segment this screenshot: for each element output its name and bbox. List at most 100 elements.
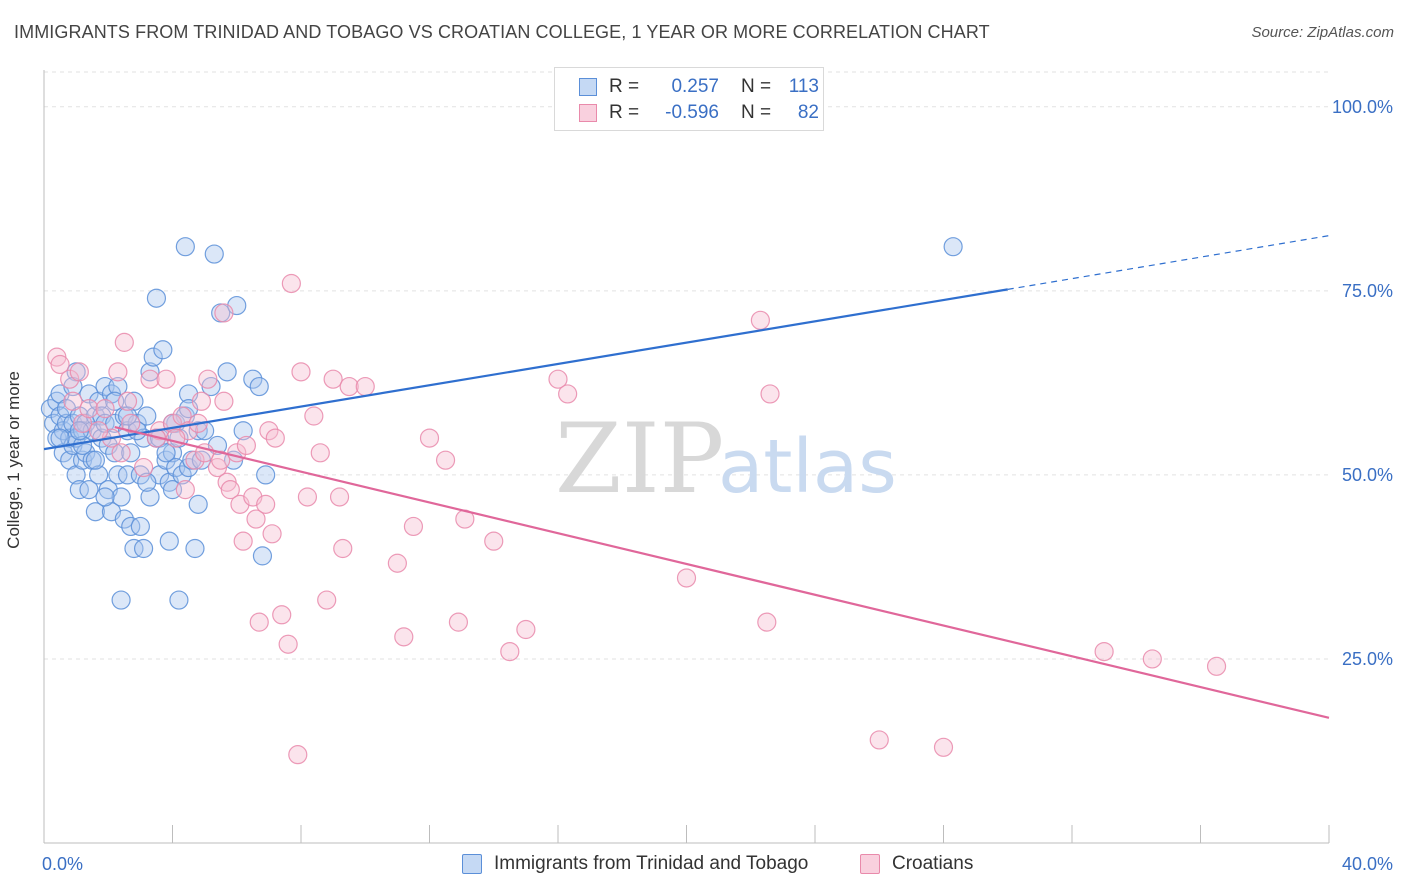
legend-r-label: R =	[609, 76, 640, 97]
point-croatian	[297, 487, 318, 507]
point-croatian	[933, 737, 954, 757]
point-trinidad	[943, 237, 963, 257]
series-name-pink: Croatians	[892, 853, 974, 874]
point-trinidad	[111, 487, 131, 507]
point-trinidad	[159, 531, 179, 551]
point-croatian	[69, 362, 89, 382]
legend-n-label: N =	[741, 76, 772, 97]
point-croatian	[95, 399, 115, 419]
y-axis-label: College, 1 year or more	[4, 371, 23, 549]
point-croatian	[233, 531, 253, 551]
point-croatian	[750, 310, 770, 330]
point-croatian	[256, 494, 276, 514]
point-trinidad	[140, 362, 160, 382]
point-croatian	[214, 303, 234, 323]
point-croatian	[760, 384, 780, 404]
point-trinidad	[40, 399, 61, 419]
point-trinidad	[89, 465, 109, 485]
point-croatian	[117, 391, 138, 411]
legend-r-value-blue: 0.257	[671, 76, 719, 97]
point-trinidad	[108, 376, 128, 397]
axis-layer	[43, 70, 1330, 844]
trend-line-croatian	[114, 425, 1330, 719]
point-trinidad	[114, 509, 134, 529]
legend-r-value-pink: -0.596	[665, 102, 719, 123]
point-trinidad	[140, 487, 160, 507]
point-trinidad	[156, 443, 176, 463]
point-trinidad	[204, 244, 224, 264]
point-croatian	[333, 538, 353, 559]
y-tick-label: 75.0%	[1342, 281, 1393, 301]
point-trinidad	[175, 237, 195, 257]
chart-title: IMMIGRANTS FROM TRINIDAD AND TOBAGO VS C…	[14, 22, 990, 42]
legend-row-blue: R = 0.257 N = 113	[579, 75, 819, 99]
point-croatian	[281, 273, 301, 294]
point-croatian	[403, 516, 424, 537]
watermark-atlas: atlas	[718, 424, 897, 510]
point-croatian	[198, 369, 218, 389]
point-croatian	[50, 354, 70, 375]
point-trinidad	[252, 546, 273, 566]
watermark-zip: ZIP	[555, 403, 724, 515]
point-croatian	[63, 391, 83, 411]
point-trinidad	[130, 516, 150, 537]
point-trinidad	[169, 590, 189, 610]
point-trinidad	[137, 406, 157, 426]
point-croatian	[548, 369, 568, 389]
point-croatian	[435, 450, 456, 470]
point-trinidad	[85, 450, 106, 470]
point-croatian	[278, 634, 298, 654]
point-croatian	[166, 428, 186, 448]
point-trinidad	[108, 465, 128, 485]
point-trinidad	[172, 465, 192, 485]
point-trinidad	[121, 516, 141, 537]
point-croatian	[108, 362, 128, 382]
point-trinidad	[256, 465, 276, 485]
point-croatian	[185, 450, 205, 470]
legend-n-label: N =	[741, 102, 772, 123]
point-croatian	[329, 487, 350, 507]
point-croatian	[339, 376, 359, 397]
point-croatian	[133, 457, 154, 478]
y-tick-label: 25.0%	[1342, 649, 1393, 669]
point-croatian	[1094, 641, 1114, 662]
y-tick-label: 50.0%	[1342, 465, 1393, 485]
point-croatian	[310, 443, 330, 463]
point-trinidad	[146, 288, 167, 308]
point-trinidad	[249, 376, 269, 397]
point-croatian	[262, 524, 282, 544]
point-croatian	[558, 384, 578, 404]
point-trinidad	[153, 340, 173, 360]
correlation-legend: R = 0.257 N = 113 R = -0.596 N = 82	[554, 67, 824, 131]
trend-line-trinidad-extension	[1007, 235, 1330, 290]
point-croatian	[272, 605, 292, 625]
point-trinidad	[79, 384, 99, 404]
point-croatian	[249, 612, 269, 632]
point-croatian	[484, 531, 504, 551]
point-croatian	[448, 612, 469, 632]
point-croatian	[288, 745, 308, 765]
point-trinidad	[143, 347, 163, 367]
point-croatian	[676, 568, 697, 588]
point-trinidad	[243, 369, 263, 389]
point-trinidad	[188, 494, 208, 514]
point-croatian	[111, 443, 131, 463]
legend-swatch-pink	[579, 104, 597, 122]
point-croatian	[500, 641, 520, 662]
point-croatian	[355, 376, 375, 397]
point-croatian	[516, 619, 536, 640]
point-croatian	[419, 428, 440, 448]
point-trinidad	[85, 502, 106, 522]
point-croatian	[291, 362, 311, 382]
point-trinidad	[105, 443, 125, 463]
legend-row-pink: R = -0.596 N = 82	[579, 101, 819, 125]
point-trinidad	[156, 450, 176, 470]
point-croatian	[265, 428, 285, 448]
x-tick-label: 0.0%	[42, 854, 83, 874]
point-trinidad	[185, 538, 205, 559]
point-trinidad	[95, 487, 115, 507]
y-tick-label: 100.0%	[1332, 97, 1393, 117]
point-trinidad	[188, 421, 208, 441]
point-croatian	[1206, 656, 1227, 676]
point-croatian	[236, 435, 256, 456]
